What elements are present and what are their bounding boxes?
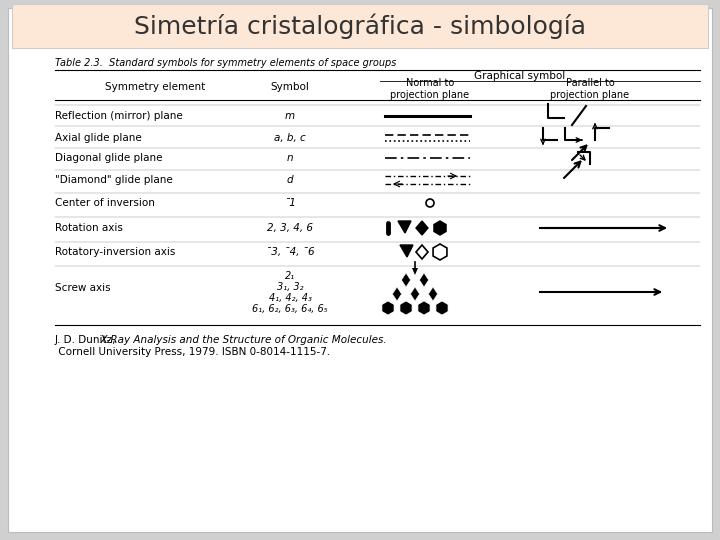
Polygon shape — [416, 221, 428, 235]
Polygon shape — [410, 287, 420, 301]
Text: "Diamond" glide plane: "Diamond" glide plane — [55, 175, 173, 185]
Polygon shape — [416, 245, 428, 259]
Polygon shape — [436, 301, 448, 315]
Text: 6₁, 6₂, 6₃, 6₄, 6₅: 6₁, 6₂, 6₃, 6₄, 6₅ — [252, 304, 328, 314]
Text: Diagonal glide plane: Diagonal glide plane — [55, 153, 163, 163]
Text: J. D. Dunitz,: J. D. Dunitz, — [55, 335, 120, 345]
Text: Center of inversion: Center of inversion — [55, 198, 155, 208]
Polygon shape — [398, 221, 411, 233]
Polygon shape — [400, 301, 412, 315]
Polygon shape — [428, 287, 438, 301]
Text: n: n — [287, 153, 293, 163]
Text: Rotation axis: Rotation axis — [55, 223, 123, 233]
Text: Parallel to
projection plane: Parallel to projection plane — [550, 78, 629, 100]
Text: Rotatory-inversion axis: Rotatory-inversion axis — [55, 247, 176, 257]
Bar — [12, 4, 708, 48]
Polygon shape — [402, 273, 410, 287]
Polygon shape — [400, 245, 413, 257]
Text: Cornell University Press, 1979. ISBN 0-8014-1115-7.: Cornell University Press, 1979. ISBN 0-8… — [55, 347, 330, 357]
Text: Simetría cristalográfica - simbología: Simetría cristalográfica - simbología — [134, 14, 586, 39]
Text: 2, 3, 4, 6: 2, 3, 4, 6 — [267, 223, 313, 233]
Text: 2₁: 2₁ — [285, 271, 295, 281]
Text: a, b, c: a, b, c — [274, 133, 306, 143]
Text: d: d — [287, 175, 293, 185]
Text: Symmetry element: Symmetry element — [105, 82, 205, 92]
Polygon shape — [434, 221, 446, 235]
Text: Graphical symbol: Graphical symbol — [474, 71, 566, 81]
Text: Normal to
projection plane: Normal to projection plane — [390, 78, 469, 100]
Polygon shape — [412, 268, 418, 275]
Text: 3₁, 3₂: 3₁, 3₂ — [276, 282, 303, 292]
Text: X-Ray Analysis and the Structure of Organic Molecules.: X-Ray Analysis and the Structure of Orga… — [55, 335, 387, 345]
Text: Table 2.3.  Standard symbols for symmetry elements of space groups: Table 2.3. Standard symbols for symmetry… — [55, 58, 397, 68]
Text: ¯3, ¯4, ¯6: ¯3, ¯4, ¯6 — [266, 247, 315, 257]
Polygon shape — [433, 244, 447, 260]
Text: Axial glide plane: Axial glide plane — [55, 133, 142, 143]
Polygon shape — [392, 287, 402, 301]
Polygon shape — [382, 301, 394, 315]
Text: 4₁, 4₂, 4₃: 4₁, 4₂, 4₃ — [269, 293, 312, 303]
Text: Symbol: Symbol — [271, 82, 310, 92]
Polygon shape — [420, 273, 428, 287]
Text: Reflection (mirror) plane: Reflection (mirror) plane — [55, 111, 183, 121]
Text: ¯1: ¯1 — [284, 198, 296, 208]
Text: m: m — [285, 111, 295, 121]
Text: Screw axis: Screw axis — [55, 283, 111, 293]
Polygon shape — [418, 301, 430, 315]
